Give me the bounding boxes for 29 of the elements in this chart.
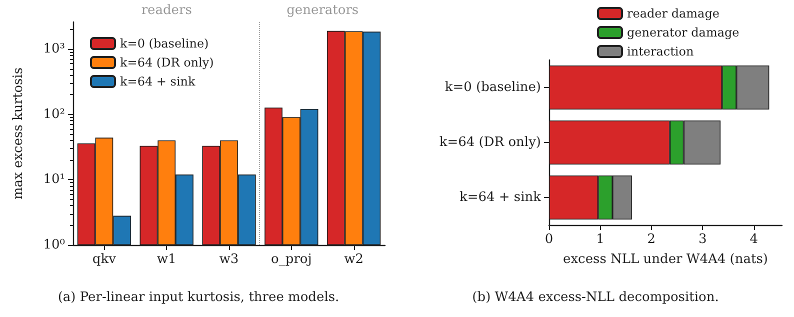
legend-label: k=0 (baseline) xyxy=(120,36,209,50)
x-tick-label: 0 xyxy=(544,232,554,247)
x-tick-label: w3 xyxy=(219,252,239,267)
text: (b) W4A4 excess-NLL decomposition. xyxy=(472,290,719,305)
legend-label: generator damage xyxy=(627,26,740,40)
x-tick-label: 4 xyxy=(750,232,758,247)
text: generators xyxy=(286,3,359,18)
x-tick-label: w2 xyxy=(344,252,364,267)
y-tick-label: 10² xyxy=(43,106,65,122)
text: (a) Per-linear input kurtosis, three models. xyxy=(58,290,340,305)
x-tick-label: 1 xyxy=(596,232,604,247)
x-tick-label: qkv xyxy=(92,252,117,267)
text: readers xyxy=(141,3,192,18)
y-tick-label: k=0 (baseline) xyxy=(444,80,541,95)
y-tick-label: k=64 + sink xyxy=(459,190,542,205)
x-tick-label: 3 xyxy=(698,232,707,247)
y-tick-label: 10³ xyxy=(43,42,65,57)
y-tick-label: 10⁰ xyxy=(43,238,65,252)
legend-label: k=64 + sink xyxy=(120,74,196,88)
y-tick-label: k=64 (DR only) xyxy=(439,135,541,150)
legend-label: interaction xyxy=(627,44,694,58)
y-tick-label: 10¹ xyxy=(43,172,65,188)
x-tick-label: w1 xyxy=(156,252,176,267)
x-tick-label: 2 xyxy=(647,232,656,247)
x-tick-label: o_proj xyxy=(271,252,312,267)
legend-label: reader damage xyxy=(627,6,720,20)
x-axis-title: excess NLL under W4A4 (nats) xyxy=(563,252,768,267)
y-axis-title: max excess kurtosis xyxy=(11,67,26,200)
legend-label: k=64 (DR only) xyxy=(120,56,214,70)
